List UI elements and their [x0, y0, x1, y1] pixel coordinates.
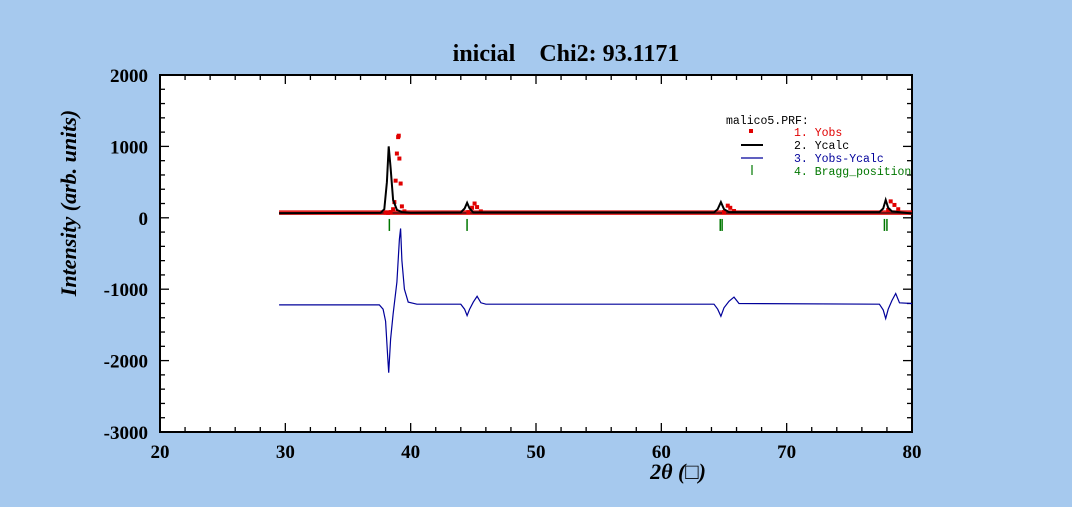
- yobs-point: [399, 204, 404, 209]
- y-tick-label: 1000: [110, 137, 148, 158]
- y-tick-label: -2000: [104, 352, 148, 373]
- yobs-point: [386, 210, 391, 215]
- yobs-point: [475, 205, 480, 210]
- x-axis-label: 2θ (□): [649, 459, 706, 484]
- x-tick-label: 70: [777, 442, 796, 463]
- y-tick-label: 0: [139, 209, 149, 230]
- x-tick-label: 40: [401, 442, 420, 463]
- plot-area: [159, 74, 913, 433]
- legend-entry: 3. Yobs-Ycalc: [794, 153, 884, 166]
- y-tick-label: 2000: [110, 66, 148, 87]
- x-tick-label: 80: [903, 442, 922, 463]
- yobs-point: [388, 210, 393, 215]
- ycalc-line: [279, 146, 913, 215]
- series-layer: [279, 133, 913, 373]
- yobs-point: [398, 181, 403, 186]
- x-tick-label: 30: [276, 442, 295, 463]
- yobs-point: [396, 133, 401, 138]
- chart-title: inicial Chi2: 93.1171: [453, 41, 680, 67]
- yobs-point: [888, 199, 893, 204]
- yobs-point: [722, 210, 726, 215]
- yobs-point: [728, 205, 733, 210]
- yobs-point: [397, 156, 402, 161]
- y-tick-label: -3000: [104, 423, 148, 444]
- legend-title: malico5.PRF:: [726, 115, 809, 128]
- yobs-point: [470, 205, 475, 210]
- yobs-point: [391, 207, 396, 212]
- x-tick-label: 50: [527, 442, 546, 463]
- yobs-point: [394, 151, 399, 156]
- legend-entry: 4. Bragg_position: [794, 166, 911, 179]
- difference-line: [279, 228, 913, 373]
- y-tick-labels: 2000 1000 0 -1000 -2000 -3000: [104, 66, 148, 444]
- axis-ticks: [159, 74, 913, 433]
- legend-entry: 2. Ycalc: [794, 140, 849, 153]
- x-tick-label: 60: [652, 442, 671, 463]
- y-axis-label: Intensity (arb. units): [56, 110, 81, 297]
- yobs-point: [472, 201, 477, 206]
- yobs-point: [896, 207, 901, 212]
- yobs-point: [725, 203, 730, 208]
- legend-swatch-yobs: [749, 129, 753, 133]
- yobs-point: [892, 202, 897, 207]
- legend-entry: 1. Yobs: [794, 127, 842, 140]
- yobs-point: [466, 210, 471, 215]
- yobs-point: [732, 209, 737, 214]
- yobs-point: [478, 209, 483, 214]
- yobs-point: [393, 178, 398, 183]
- x-tick-labels: 20 30 40 50 60 70 80: [151, 442, 922, 463]
- yobs-point: [886, 207, 891, 212]
- y-tick-label: -1000: [104, 280, 148, 301]
- yobs-point: [383, 210, 388, 215]
- x-tick-label: 20: [151, 442, 170, 463]
